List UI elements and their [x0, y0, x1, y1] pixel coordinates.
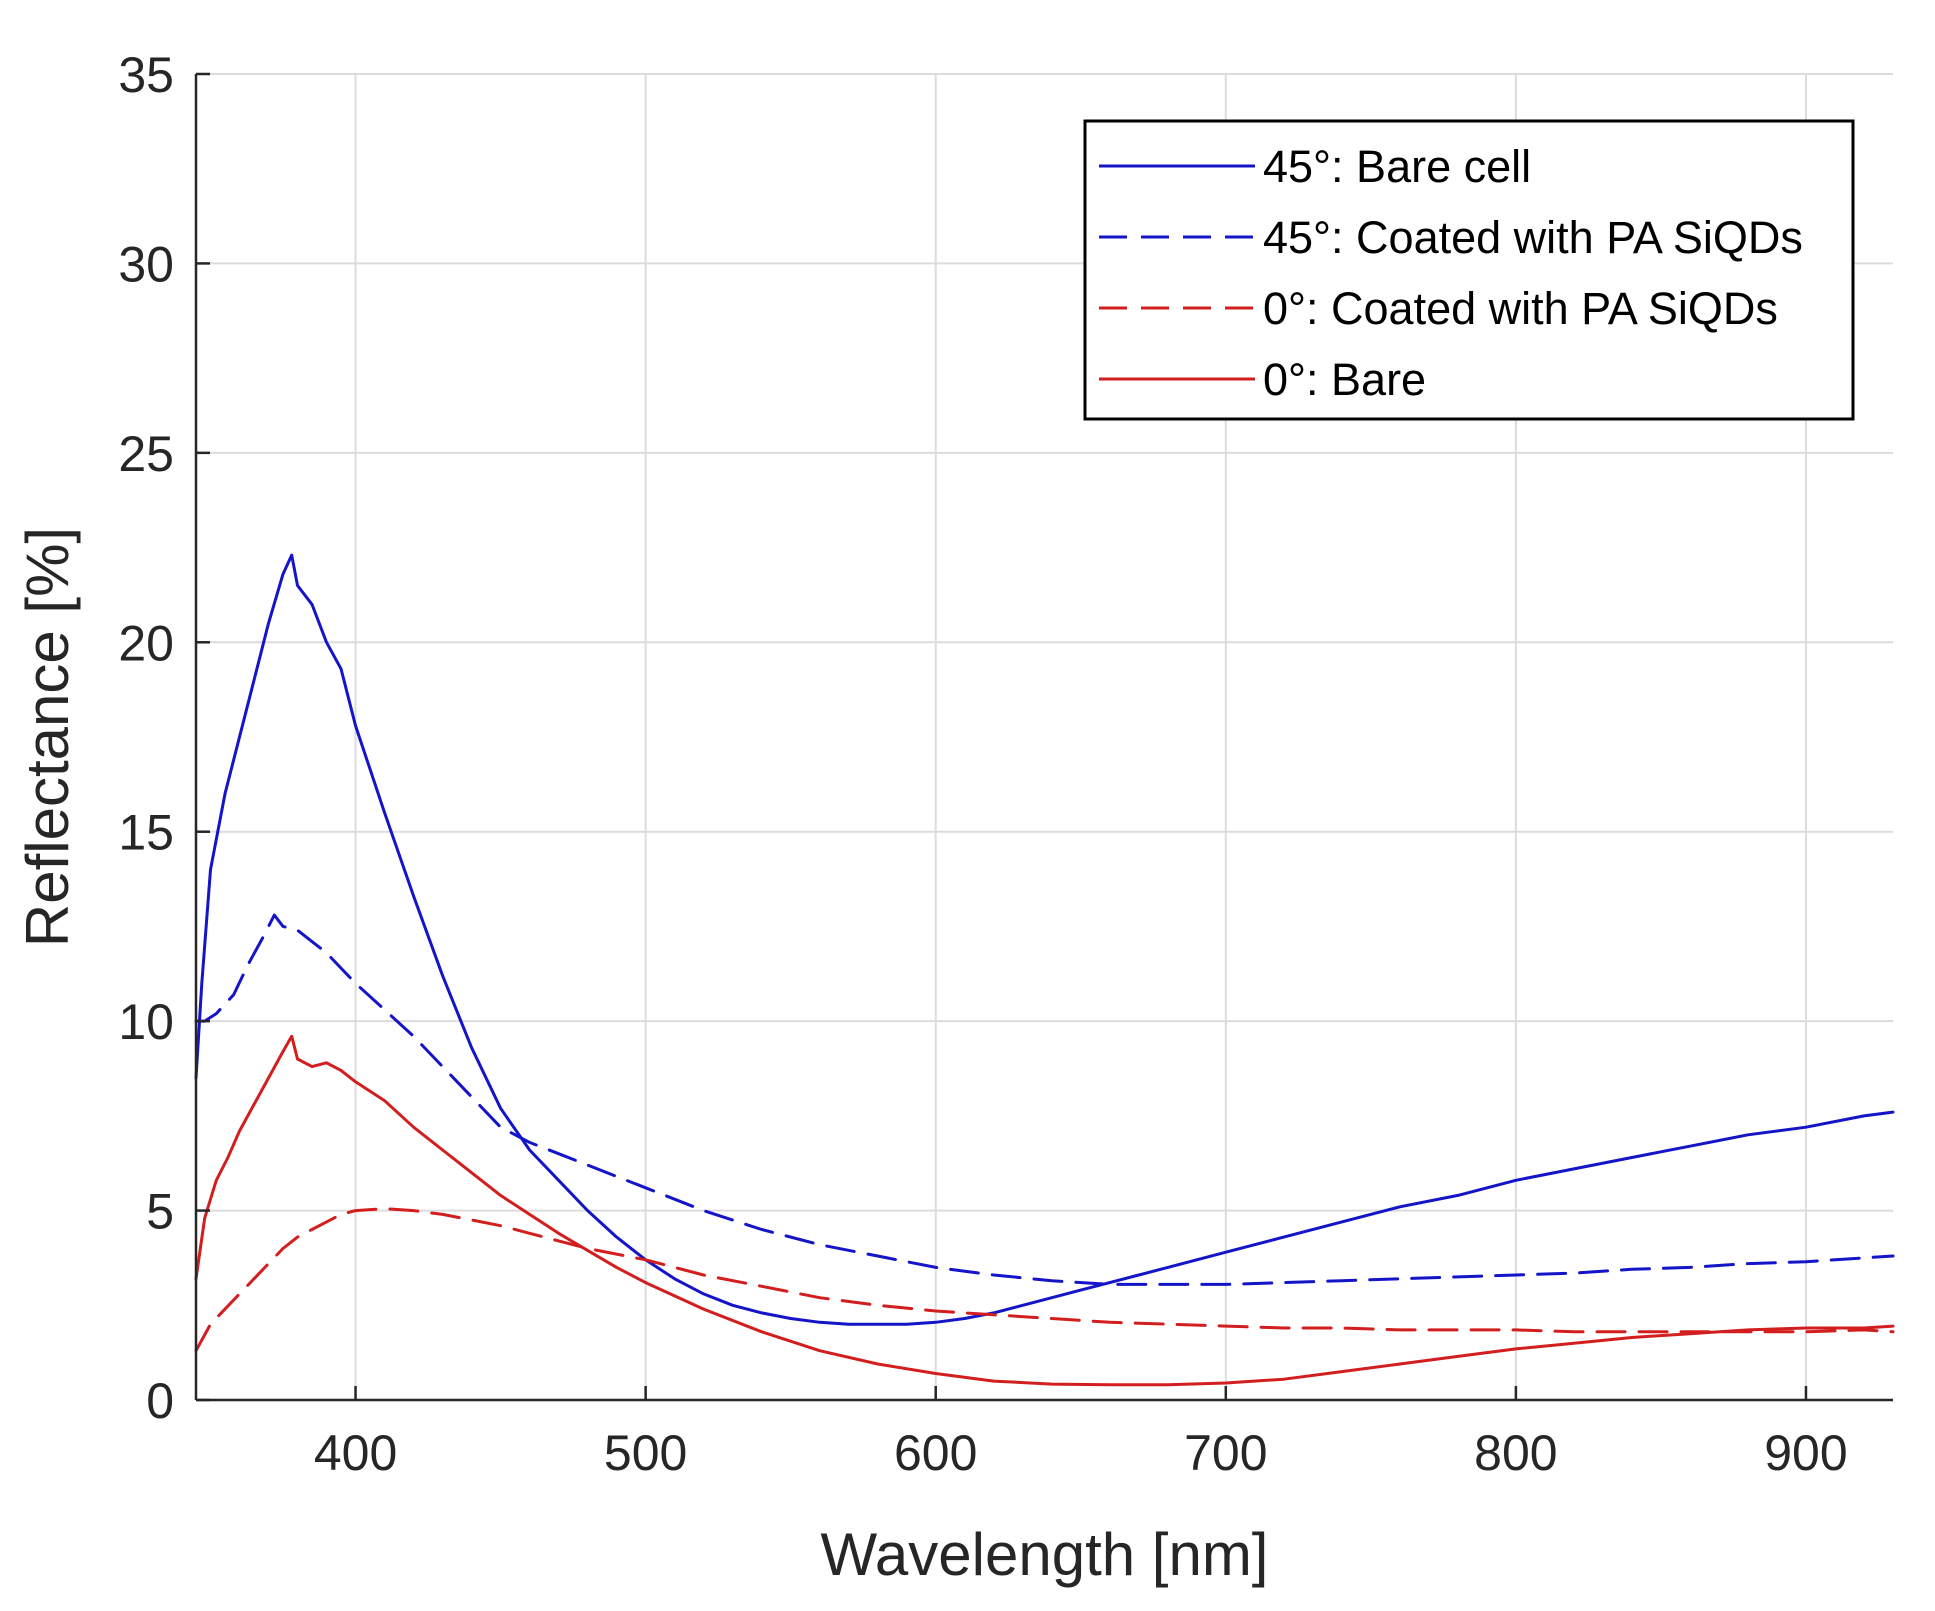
y-tick-label: 30	[118, 236, 174, 292]
axes	[194, 72, 1893, 1402]
legend-label-4: 0°: Bare	[1263, 354, 1426, 405]
x-axis-label: Wavelength [nm]	[821, 1521, 1269, 1588]
series-line-4	[194, 1034, 1895, 1387]
x-tick-label: 500	[604, 1425, 687, 1481]
legend-label-3: 0°: Coated with PA SiQDs	[1263, 283, 1778, 334]
grid	[196, 73, 1893, 1401]
series-line-2	[194, 913, 1895, 1286]
y-tick-label: 5	[146, 1184, 174, 1240]
series-group	[194, 553, 1895, 1387]
legend: 45°: Bare cell 45°: Coated with PA SiQDs 0…	[1083, 119, 1855, 421]
x-tick-label: 900	[1764, 1425, 1847, 1481]
legend-label-1: 45°: Bare cell	[1263, 141, 1531, 192]
y-tick-label: 25	[118, 426, 174, 482]
y-tick-label: 35	[118, 47, 174, 103]
y-axis-label: Reflectance [%]	[14, 527, 81, 947]
x-tick-label: 600	[894, 1425, 977, 1481]
x-tick-label: 400	[314, 1425, 397, 1481]
y-tick-label: 20	[118, 615, 174, 671]
tick-labels: 400 500 600 700 800 900 0 5 10 15 20 25 30 35	[118, 47, 1847, 1481]
series-line-1	[194, 553, 1895, 1326]
y-tick-label: 15	[118, 805, 174, 861]
x-tick-label: 800	[1474, 1425, 1557, 1481]
y-tick-label: 0	[146, 1373, 174, 1429]
y-tick-label: 10	[118, 994, 174, 1050]
legend-box	[1083, 119, 1855, 421]
x-tick-label: 700	[1184, 1425, 1267, 1481]
legend-label-2: 45°: Coated with PA SiQDs	[1263, 212, 1803, 263]
